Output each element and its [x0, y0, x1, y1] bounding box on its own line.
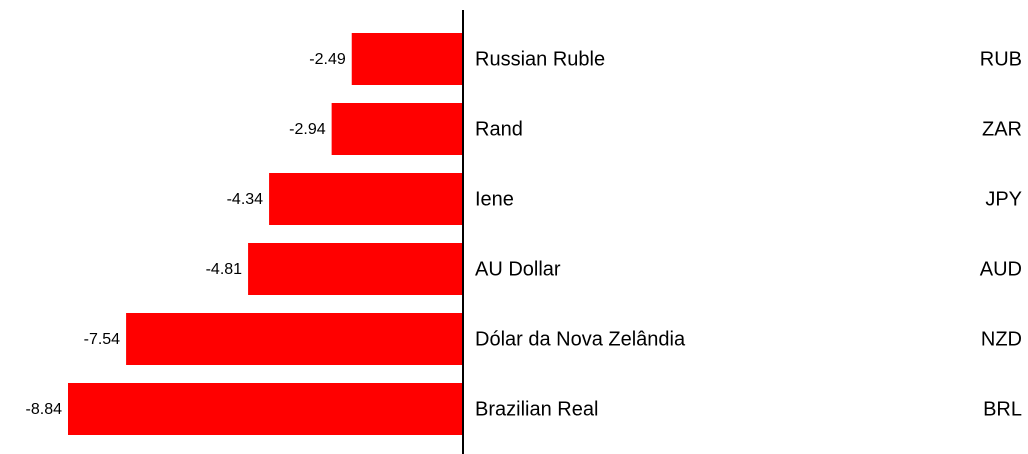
value-label: -8.84 — [26, 401, 63, 418]
currency-code: AUD — [980, 258, 1022, 280]
value-label: -7.54 — [84, 331, 121, 348]
bar — [248, 243, 463, 295]
category-label: Rand — [475, 118, 523, 140]
bar — [351, 33, 463, 85]
currency-code: NZD — [981, 328, 1022, 350]
currency-code: RUB — [980, 48, 1022, 70]
category-label: Russian Ruble — [475, 48, 605, 70]
value-label: -2.49 — [309, 51, 346, 68]
currency-code: ZAR — [982, 118, 1022, 140]
bar — [331, 103, 463, 155]
category-label: Dólar da Nova Zelândia — [475, 328, 686, 350]
bar — [126, 313, 464, 365]
bar — [269, 173, 463, 225]
currency-code: BRL — [983, 398, 1022, 420]
value-label: -4.34 — [227, 191, 264, 208]
category-label: Brazilian Real — [475, 398, 598, 420]
bar — [68, 383, 463, 435]
category-label: AU Dollar — [475, 258, 561, 280]
value-label: -2.94 — [289, 121, 326, 138]
value-label: -4.81 — [206, 261, 243, 278]
category-label: Iene — [475, 188, 514, 210]
currency-code: JPY — [985, 188, 1022, 210]
